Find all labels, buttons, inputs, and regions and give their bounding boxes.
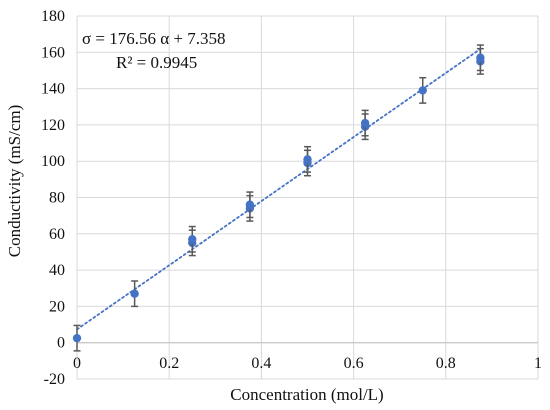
y-tick-label: 120 xyxy=(41,117,65,134)
x-tick-label: 0.6 xyxy=(344,355,364,372)
data-point xyxy=(418,86,427,95)
x-tick-label: 0.8 xyxy=(436,355,456,372)
y-tick-label: 100 xyxy=(41,153,65,170)
y-tick-label: 180 xyxy=(41,8,65,25)
y-tick-label: 20 xyxy=(49,298,65,315)
x-axis-title: Concentration (mol/L) xyxy=(230,385,383,404)
data-point xyxy=(72,333,82,343)
y-tick-label: 80 xyxy=(49,190,65,207)
y-tick-label: 160 xyxy=(41,44,65,61)
x-tick-label: 1 xyxy=(534,355,542,372)
y-tick-label: 60 xyxy=(49,226,65,243)
data-point xyxy=(303,155,312,164)
y-tick-label: 0 xyxy=(57,335,65,352)
y-tick-label: 40 xyxy=(49,262,65,279)
x-tick-label: 0 xyxy=(73,355,81,372)
trendline xyxy=(76,48,482,331)
x-tick-label: 0.2 xyxy=(159,355,179,372)
y-tick-label: 140 xyxy=(41,81,65,98)
data-point xyxy=(245,200,255,209)
x-tick-label: 0.4 xyxy=(251,355,271,372)
r-squared-annotation: R² = 0.9945 xyxy=(116,53,197,72)
data-point xyxy=(360,118,370,128)
equation-annotation: σ = 176.56 α + 7.358 xyxy=(82,29,226,48)
data-point xyxy=(188,235,197,244)
y-tick-label: -20 xyxy=(44,371,65,388)
y-axis-title: Conductivity (mS/cm) xyxy=(5,105,24,258)
data-point xyxy=(476,53,485,62)
data-point xyxy=(130,289,139,298)
